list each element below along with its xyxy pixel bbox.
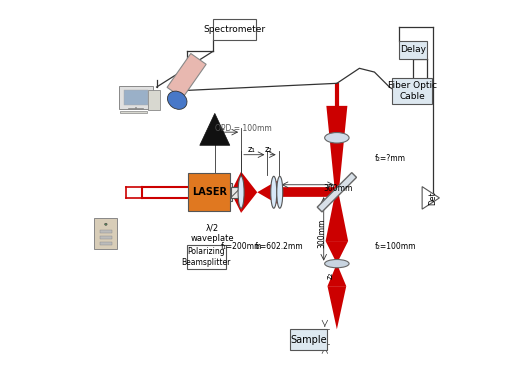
Text: 300mm: 300mm (318, 219, 327, 248)
Text: OPD = 100mm: OPD = 100mm (215, 124, 271, 133)
Polygon shape (328, 286, 346, 329)
Ellipse shape (271, 176, 277, 208)
Text: Spectrometer: Spectrometer (203, 25, 266, 34)
Text: z₂: z₂ (326, 271, 335, 279)
Text: z₂: z₂ (264, 144, 272, 153)
Text: f₂=100mm: f₂=100mm (374, 242, 416, 251)
Polygon shape (422, 187, 440, 209)
FancyBboxPatch shape (213, 20, 256, 40)
Text: f₁=200mm: f₁=200mm (220, 242, 262, 251)
FancyBboxPatch shape (148, 90, 160, 110)
FancyBboxPatch shape (124, 90, 148, 105)
Polygon shape (229, 183, 232, 201)
Ellipse shape (238, 176, 244, 208)
Polygon shape (200, 113, 230, 145)
Text: f₂=?mm: f₂=?mm (374, 154, 406, 163)
Text: f₂=602.2mm: f₂=602.2mm (254, 242, 303, 251)
Ellipse shape (324, 259, 349, 268)
Text: z₁: z₁ (248, 144, 255, 153)
Text: waveplate: waveplate (190, 234, 234, 242)
FancyBboxPatch shape (189, 173, 230, 211)
FancyBboxPatch shape (100, 236, 112, 239)
Text: λ/2: λ/2 (205, 224, 219, 233)
Text: Polarizing
Beamsplitter: Polarizing Beamsplitter (182, 247, 231, 267)
Text: Det: Det (428, 191, 437, 205)
Polygon shape (257, 181, 277, 204)
FancyBboxPatch shape (100, 230, 112, 233)
Polygon shape (241, 172, 257, 213)
Ellipse shape (105, 223, 107, 225)
Polygon shape (231, 187, 242, 198)
Ellipse shape (324, 133, 349, 143)
Polygon shape (328, 264, 346, 286)
Polygon shape (326, 241, 348, 264)
Ellipse shape (167, 91, 187, 109)
Ellipse shape (277, 176, 283, 208)
Text: LASER: LASER (192, 187, 227, 197)
FancyBboxPatch shape (186, 245, 226, 269)
Polygon shape (326, 196, 348, 241)
Text: Delay: Delay (400, 45, 426, 54)
FancyBboxPatch shape (392, 78, 432, 104)
FancyBboxPatch shape (119, 86, 152, 109)
FancyBboxPatch shape (290, 329, 328, 350)
FancyBboxPatch shape (399, 41, 427, 59)
Polygon shape (232, 172, 241, 213)
Polygon shape (167, 54, 206, 98)
FancyBboxPatch shape (100, 242, 112, 245)
Text: 300mm: 300mm (324, 184, 353, 193)
Text: Fiber Optic
Cable: Fiber Optic Cable (388, 81, 436, 101)
FancyBboxPatch shape (121, 111, 147, 113)
Polygon shape (327, 106, 347, 188)
Polygon shape (317, 173, 356, 212)
FancyBboxPatch shape (95, 218, 117, 249)
Text: Sample: Sample (290, 335, 327, 345)
